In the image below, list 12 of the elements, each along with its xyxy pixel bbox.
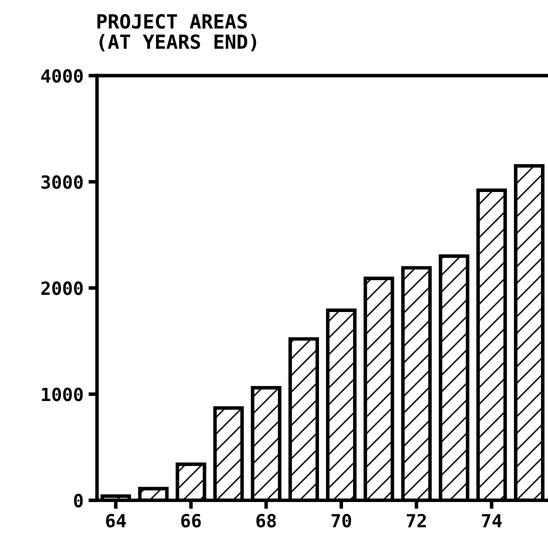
chart-title: PROJECT AREAS (AT YEARS END) <box>97 14 256 52</box>
x-tick-label: 74 <box>482 514 502 528</box>
x-tick-label: 72 <box>406 514 426 528</box>
y-tick-label: 1000 <box>42 388 83 402</box>
y-tick-label: 3000 <box>41 175 83 189</box>
x-tick-label: 64 <box>106 514 126 528</box>
x-tick-label: 70 <box>332 514 352 528</box>
x-tick-label: 68 <box>256 514 276 528</box>
y-tick-label: 0 <box>74 494 83 508</box>
y-tick-label: 2000 <box>41 281 83 296</box>
x-tick-label: 66 <box>181 514 201 528</box>
y-tick-label: 4000 <box>41 69 83 83</box>
